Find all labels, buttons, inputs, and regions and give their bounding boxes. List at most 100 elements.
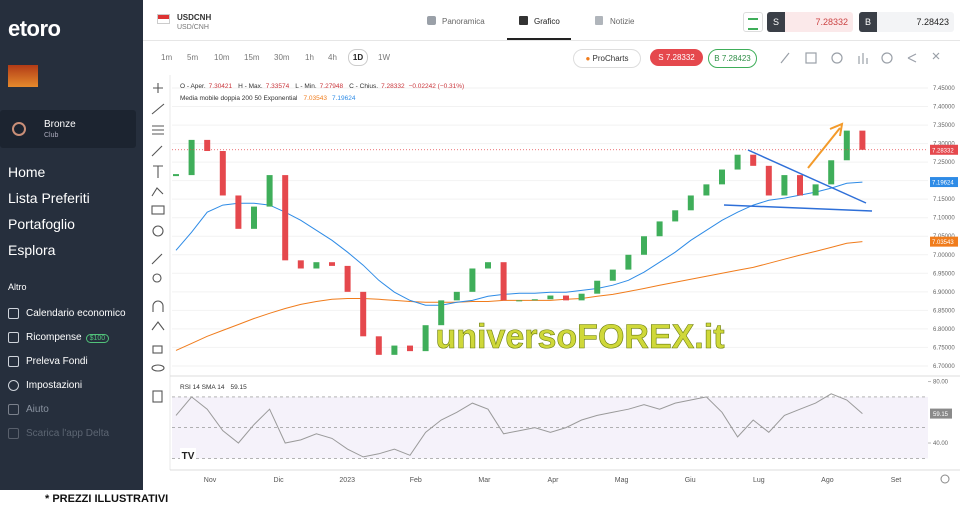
icon[interactable]: [805, 52, 817, 64]
rsi-line: [175, 393, 863, 458]
y-tick-label: 6.80000: [933, 327, 955, 333]
interval[interactable]: 1h: [305, 53, 314, 62]
menu-item[interactable]: Aiuto: [26, 404, 49, 415]
menu-item[interactable]: Preleva Fondi: [26, 356, 88, 367]
icon[interactable]: [858, 53, 868, 64]
candle: [687, 195, 694, 211]
tool-icon[interactable]: [152, 225, 164, 237]
interval[interactable]: 4h: [328, 53, 337, 62]
nav-item[interactable]: Lista Preferiti: [8, 190, 90, 206]
plot-area: 7.450007.400007.350007.300007.250007.200…: [170, 83, 960, 484]
tab[interactable]: Notizie: [610, 17, 635, 26]
price-badge: [930, 177, 958, 188]
tv-logo: [180, 448, 196, 462]
buy-button[interactable]: B 7.28423: [708, 49, 757, 68]
nav-item[interactable]: Esplora: [8, 242, 56, 258]
interval[interactable]: 1m: [161, 53, 173, 62]
watermark: universoFOREX.it: [435, 318, 724, 356]
candle: [765, 165, 772, 196]
tool-icon[interactable]: [151, 103, 165, 115]
sell-button[interactable]: S 7.28332: [650, 49, 703, 66]
symbol: USDCNH: [177, 13, 212, 22]
y-tick-label: 7.35000: [933, 123, 955, 129]
tool-icon[interactable]: [151, 321, 165, 331]
moving-average: [175, 181, 863, 306]
nav-item[interactable]: Home: [8, 164, 46, 180]
tool-icon[interactable]: [151, 364, 165, 372]
buy-box[interactable]: B 7.28423: [859, 12, 954, 32]
candle: [219, 151, 226, 196]
y-tick-label: 40.00: [933, 441, 949, 447]
tool-icon[interactable]: [151, 145, 163, 157]
ohlc-value: 7.30421: [209, 83, 233, 90]
candle: [609, 269, 616, 281]
ohlc-value: 7.28332: [381, 83, 405, 90]
candle: [734, 154, 741, 170]
x-tick-label: Mag: [615, 477, 629, 484]
icon[interactable]: [780, 52, 790, 64]
toolbar: 1m 5m 10m 15m 30m 1h 4h 1D 1W ● ProChart…: [143, 41, 960, 75]
buy-price: 7.28423: [916, 17, 949, 27]
candle: [188, 139, 195, 176]
tool-icon[interactable]: [152, 345, 163, 354]
interval[interactable]: 5m: [187, 53, 199, 62]
tool-icon[interactable]: [152, 390, 163, 403]
menu-item[interactable]: Scarica l'app Delta: [26, 428, 110, 439]
logo[interactable]: etoro: [8, 16, 61, 41]
interval-active[interactable]: 1D: [348, 49, 368, 66]
candle: [594, 280, 601, 294]
y-tick-label: 6.75000: [933, 345, 955, 351]
interval[interactable]: 10m: [214, 53, 230, 62]
interval[interactable]: 30m: [274, 53, 290, 62]
icon[interactable]: [907, 53, 917, 63]
candle: [173, 174, 179, 177]
tool-icon[interactable]: [152, 125, 164, 135]
tab[interactable]: Panoramica: [442, 17, 485, 26]
tool-icon[interactable]: [151, 205, 165, 215]
menu-button[interactable]: [743, 12, 763, 32]
tool-icon[interactable]: [153, 83, 163, 93]
procharts-button[interactable]: ● ProCharts: [573, 49, 641, 68]
tool-icon[interactable]: [152, 273, 162, 283]
candle: [235, 195, 242, 229]
interval[interactable]: 15m: [244, 53, 260, 62]
menu-icon: [8, 404, 19, 415]
nav-item[interactable]: Portafoglio: [8, 216, 75, 232]
settings-icon[interactable]: [940, 474, 950, 484]
y-tick-label: 7.40000: [933, 105, 955, 111]
interval[interactable]: 1W: [378, 53, 390, 62]
tool-icon[interactable]: [152, 300, 164, 312]
menu-item[interactable]: Calendario economico: [26, 308, 126, 319]
sell-price: 7.28332: [665, 53, 695, 62]
arrow: [807, 127, 841, 169]
ohlc-value: 7.33574: [266, 83, 290, 90]
icon[interactable]: [881, 52, 893, 64]
candle: [625, 254, 632, 270]
sell-box[interactable]: S 7.28332: [767, 12, 853, 32]
candle: [344, 265, 351, 292]
x-tick-label: Apr: [548, 477, 560, 484]
disclaimer: * PREZZI ILLUSTRATIVI: [45, 493, 169, 505]
menu-item[interactable]: Ricompense $100: [26, 332, 110, 343]
tab[interactable]: Grafico: [534, 17, 560, 26]
x-tick-label: Giu: [685, 477, 696, 484]
arrow-head: [829, 122, 844, 137]
drawing-tools: [151, 83, 165, 403]
candle: [329, 262, 335, 266]
candle: [360, 291, 367, 337]
tool-icon[interactable]: [153, 165, 163, 178]
avatar[interactable]: [8, 65, 38, 87]
club-card[interactable]: Bronze Club: [0, 110, 136, 148]
y-tick-label: 7.10000: [933, 216, 955, 222]
icon[interactable]: [932, 52, 940, 60]
club-tier: Bronze: [44, 119, 76, 130]
menu-item[interactable]: Impostazioni: [26, 380, 83, 391]
tab-icon: [519, 16, 528, 25]
icon[interactable]: [831, 52, 843, 64]
tool-icon[interactable]: [151, 187, 164, 197]
tool-icon[interactable]: [151, 253, 163, 265]
candle: [297, 260, 304, 269]
menu-icon: [748, 18, 758, 30]
